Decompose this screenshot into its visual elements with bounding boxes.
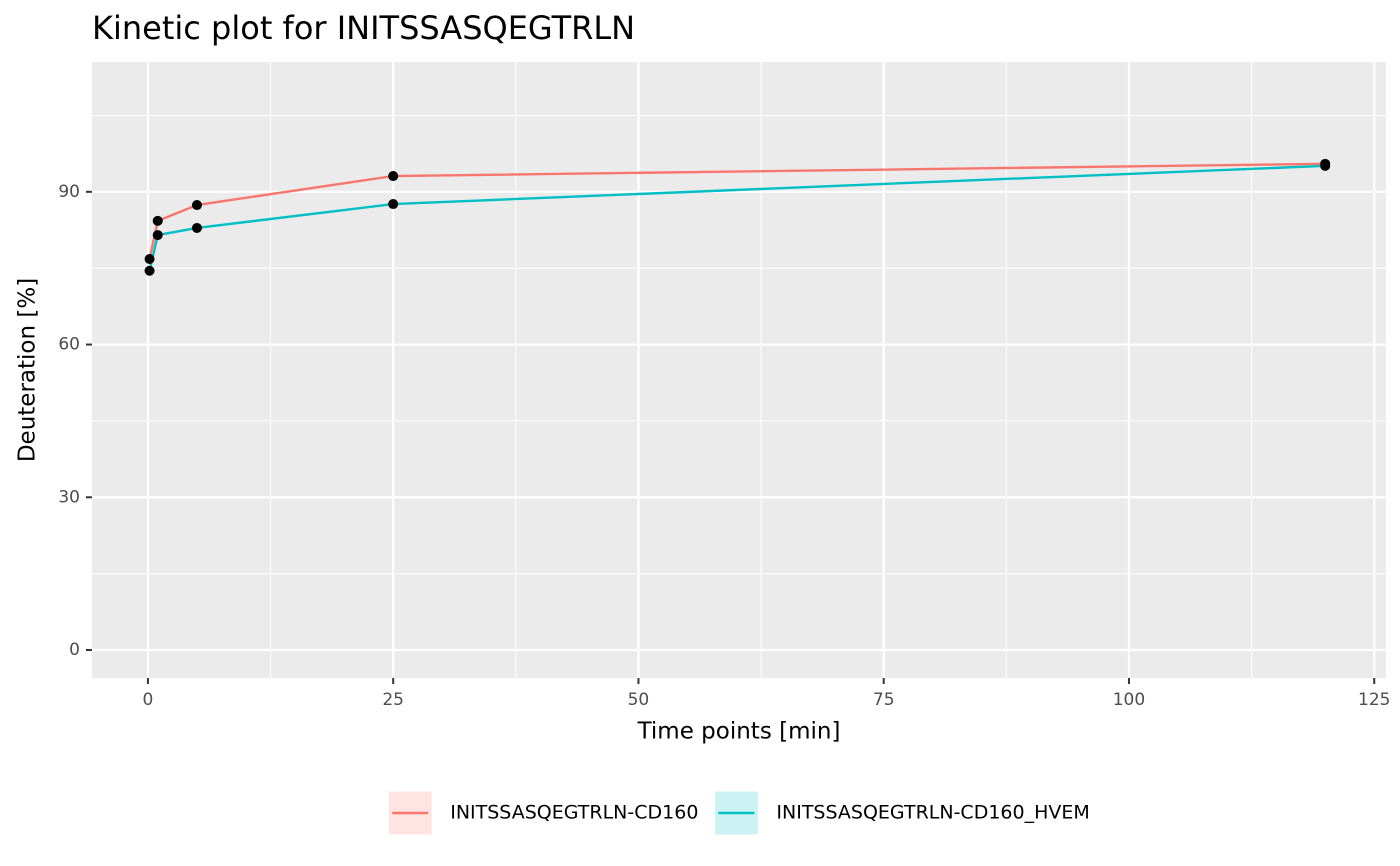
- data-point: [152, 215, 163, 226]
- data-point: [388, 171, 399, 182]
- data-point: [152, 230, 163, 241]
- x-axis-title: Time points [min]: [637, 719, 841, 745]
- x-tick-label: 75: [873, 690, 895, 710]
- y-axis-title: Deuteration [%]: [15, 278, 41, 462]
- data-point: [191, 222, 202, 233]
- x-tick-label: 100: [1113, 690, 1145, 710]
- x-tick-label: 25: [382, 690, 404, 710]
- data-point: [144, 265, 155, 276]
- chart-title: Kinetic plot for INITSSASQEGTRLN: [92, 9, 635, 47]
- data-point: [1320, 160, 1331, 171]
- y-tick-label: 60: [58, 335, 80, 355]
- data-point: [191, 200, 202, 211]
- y-tick-label: 0: [69, 640, 80, 660]
- data-point: [388, 199, 399, 210]
- y-tick-label: 30: [58, 487, 80, 507]
- x-tick-label: 50: [628, 690, 650, 710]
- legend-label: INITSSASQEGTRLN-CD160: [450, 802, 698, 824]
- data-point: [144, 254, 155, 265]
- panel: [92, 62, 1386, 678]
- y-tick-label: 90: [58, 182, 80, 202]
- legend-label: INITSSASQEGTRLN-CD160_HVEM: [776, 802, 1089, 824]
- x-tick-label: 0: [143, 690, 154, 710]
- x-tick-label: 125: [1358, 690, 1390, 710]
